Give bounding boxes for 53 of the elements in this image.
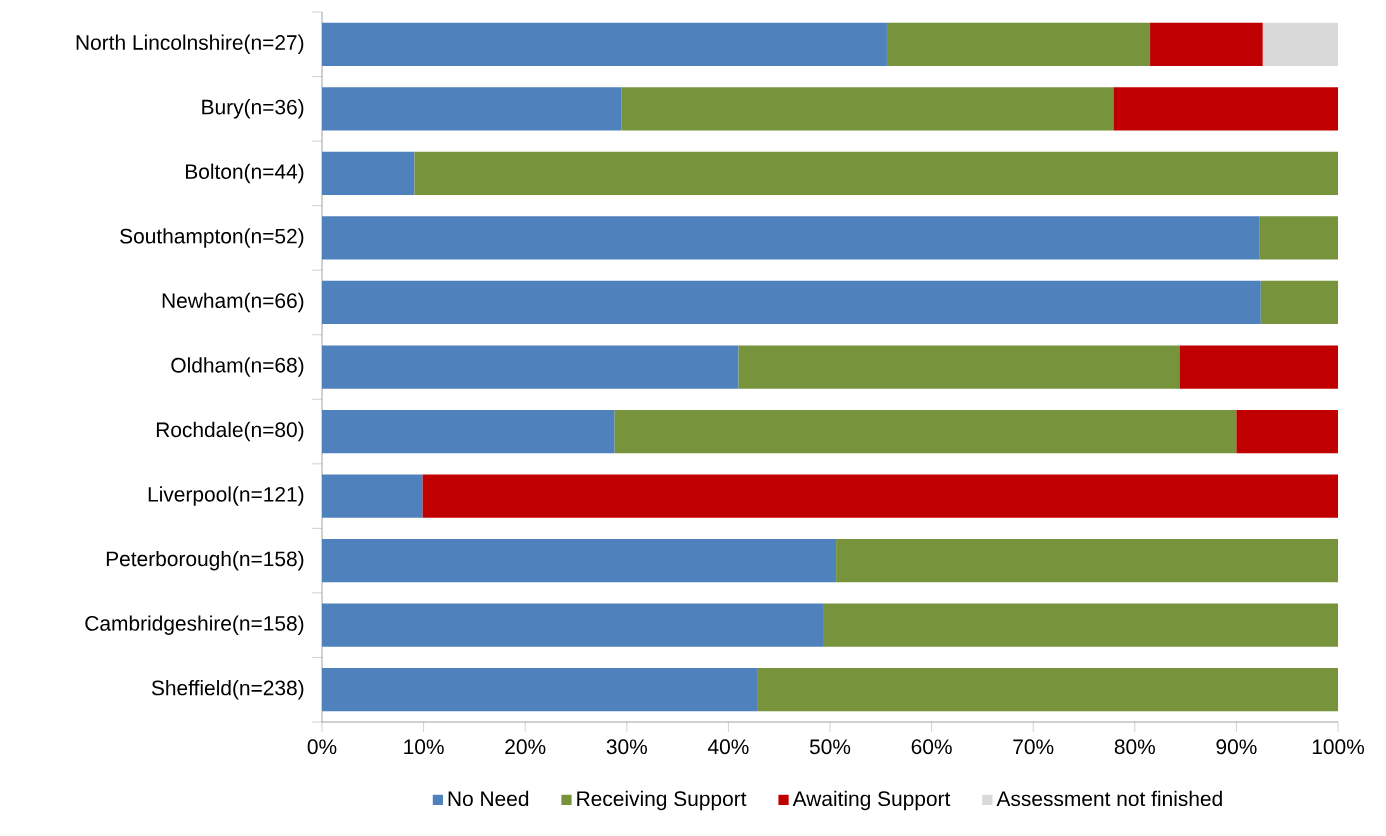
bar xyxy=(1236,409,1339,454)
x-tick-label: 60% xyxy=(911,739,952,755)
bar xyxy=(322,345,739,389)
legend-label: Assessment not finished xyxy=(996,790,1222,807)
bar xyxy=(886,22,1151,66)
bar xyxy=(614,409,1237,454)
x-tick-label: 90% xyxy=(1216,739,1257,755)
bar xyxy=(322,409,615,454)
x-tick-label: 50% xyxy=(809,739,851,755)
legend-label: Awaiting Support xyxy=(792,790,951,811)
bar xyxy=(1262,22,1339,66)
y-tick-label: Newham(n=66) xyxy=(162,292,304,313)
bar xyxy=(322,539,837,583)
x-tick-label: 80% xyxy=(1114,739,1155,755)
x-tick-label: 0% xyxy=(307,739,337,755)
x-tick-label: 20% xyxy=(505,739,546,755)
legend-label: Receiving Support xyxy=(577,790,747,811)
bar xyxy=(836,539,1339,583)
x-tick-label: 10% xyxy=(404,739,444,755)
x-tick-label: 30% xyxy=(606,739,647,755)
bar xyxy=(422,474,1339,518)
bar xyxy=(322,280,1261,325)
bar xyxy=(322,22,887,66)
bar xyxy=(621,87,1114,131)
bar xyxy=(1260,280,1339,325)
bar xyxy=(322,87,622,131)
bar xyxy=(322,474,423,518)
y-tick-label: Peterborough(n=158) xyxy=(106,550,304,571)
x-tick-label: 70% xyxy=(1013,739,1054,755)
y-tick-label: Oldham(n=68) xyxy=(171,357,304,377)
bar xyxy=(1150,22,1263,66)
y-tick-label: Rochdale(n=80) xyxy=(156,421,304,442)
bar xyxy=(823,603,1339,647)
bar xyxy=(322,668,758,712)
bar xyxy=(1259,216,1339,260)
y-tick-label: Bury(n=36) xyxy=(202,99,304,119)
y-tick-label: Bolton(n=44) xyxy=(186,163,304,184)
legend-label: No Need xyxy=(448,790,529,807)
bar xyxy=(322,216,1260,260)
x-tick-label: 100% xyxy=(1312,739,1364,755)
y-tick-label: Southampton(n=52) xyxy=(120,228,304,248)
bar xyxy=(322,151,415,195)
bar xyxy=(1179,345,1339,389)
bar xyxy=(738,345,1180,389)
y-tick-label: Cambridgeshire(n=158) xyxy=(85,615,304,635)
bar xyxy=(322,603,824,647)
y-tick-label: North Lincolnshire(n=27) xyxy=(76,34,304,55)
x-tick-label: 40% xyxy=(707,739,749,755)
bar xyxy=(1113,87,1339,131)
y-tick-label: Sheffield(n=238) xyxy=(151,679,304,700)
bar xyxy=(414,151,1339,195)
bar xyxy=(757,668,1339,712)
y-tick-label: Liverpool(n=121) xyxy=(148,486,304,506)
